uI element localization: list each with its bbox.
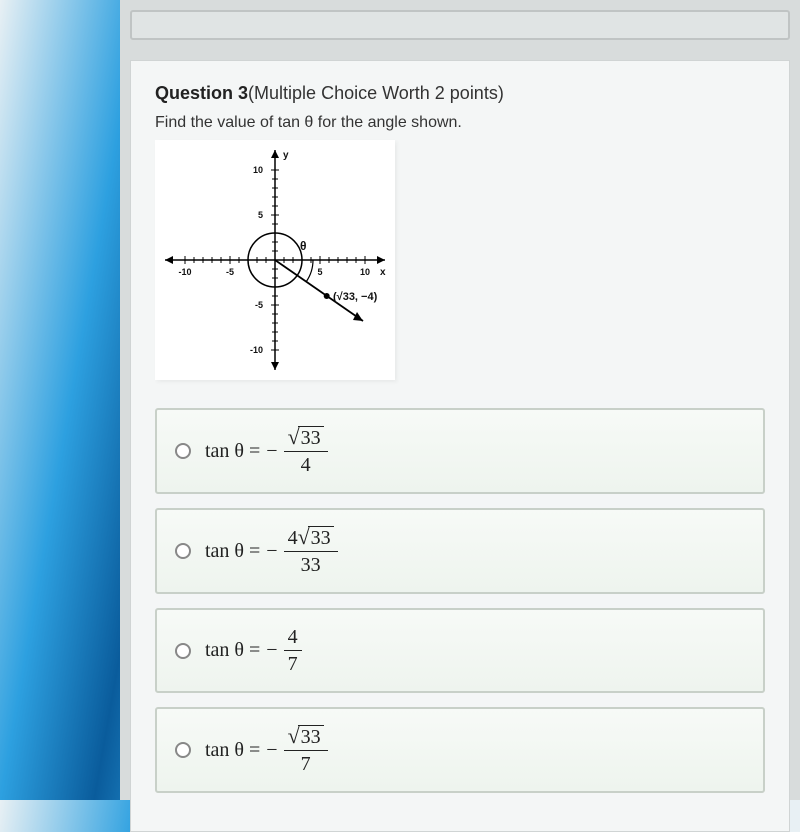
option-c-math: tan θ = − 4 7 [205,626,302,675]
radio-icon[interactable] [175,742,191,758]
neg-sign: − [266,639,277,662]
angle-label: θ [300,239,307,253]
radio-icon[interactable] [175,643,191,659]
question-prompt: Find the value of tan θ for the angle sh… [155,114,765,132]
question-label: Question [155,83,233,103]
graph-svg: -10 -5 5 10 10 5 -5 -10 x y θ [155,140,395,380]
xlabel: x [380,267,386,278]
ytick-5: 5 [258,210,263,220]
lhs: tan θ = [205,540,260,563]
angle-arc [306,260,313,282]
ytick-10: 10 [253,165,263,175]
option-a[interactable]: tan θ = − √33 4 [155,408,765,494]
neg-sign: − [266,440,277,463]
xtick-neg5: -5 [226,267,234,277]
page-container: Question 3(Multiple Choice Worth 2 point… [120,0,800,800]
lhs: tan θ = [205,639,260,662]
neg-sign: − [266,540,277,563]
option-a-math: tan θ = − √33 4 [205,426,328,476]
ylabel: y [283,150,289,161]
radio-icon[interactable] [175,543,191,559]
ytick-neg5: -5 [255,300,263,310]
option-b[interactable]: tan θ = − 4√33 33 [155,508,765,594]
lhs: tan θ = [205,440,260,463]
option-c[interactable]: tan θ = − 4 7 [155,608,765,693]
xtick-5: 5 [317,267,322,277]
option-d-math: tan θ = − √33 7 [205,725,328,775]
point-label: (√33, −4) [333,291,378,303]
question-card: Question 3(Multiple Choice Worth 2 point… [130,60,790,832]
question-meta: (Multiple Choice Worth 2 points) [248,83,504,103]
xtick-10: 10 [360,267,370,277]
xtick-neg10: -10 [178,267,191,277]
neg-sign: − [266,739,277,762]
answer-options: tan θ = − √33 4 tan θ = − 4√33 33 [155,408,765,793]
lhs: tan θ = [205,739,260,762]
ytick-neg10: -10 [250,345,263,355]
radio-icon[interactable] [175,443,191,459]
graph-figure: -10 -5 5 10 10 5 -5 -10 x y θ [155,140,395,380]
option-d[interactable]: tan θ = − √33 7 [155,707,765,793]
question-header: Question 3(Multiple Choice Worth 2 point… [155,83,765,104]
previous-question-bar [130,10,790,40]
option-b-math: tan θ = − 4√33 33 [205,526,338,576]
point-marker [324,293,330,299]
question-number: 3 [238,83,248,103]
